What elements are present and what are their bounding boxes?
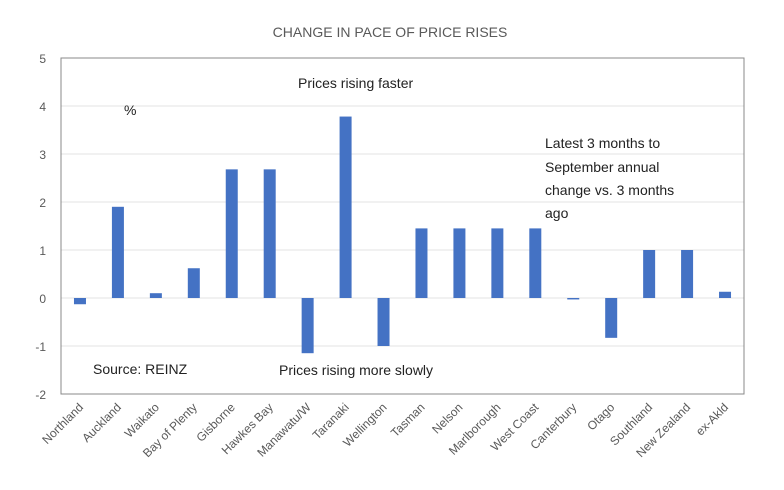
annotation-faster: Prices rising faster <box>298 75 413 91</box>
x-tick-label: Otago <box>584 400 617 433</box>
bar <box>225 169 238 298</box>
note-line: ago <box>545 205 569 221</box>
bar <box>567 298 580 300</box>
x-tick-label: ex-Akld <box>693 400 731 438</box>
bar <box>301 298 314 354</box>
bar <box>453 228 466 298</box>
bar <box>415 228 428 298</box>
bar <box>681 250 694 298</box>
bar <box>529 228 542 298</box>
annotation-slower: Prices rising more slowly <box>279 362 433 378</box>
unit-label: % <box>124 102 136 118</box>
x-tick-label: Northland <box>39 400 86 447</box>
bar <box>149 293 162 298</box>
bar <box>491 228 504 298</box>
bar <box>73 298 86 305</box>
note-line: September annual <box>545 159 659 175</box>
bar <box>377 298 390 346</box>
y-tick-label: -1 <box>35 340 46 354</box>
note-line: Latest 3 months to <box>545 135 660 151</box>
note-line: change vs. 3 months <box>545 182 674 198</box>
y-tick-label: 3 <box>39 148 46 162</box>
y-tick-label: -2 <box>35 388 46 402</box>
bar <box>111 206 124 298</box>
y-tick-label: 5 <box>39 52 46 66</box>
annotation-note: Latest 3 months to September annual chan… <box>545 135 678 221</box>
bar <box>187 268 200 298</box>
y-tick-label: 4 <box>39 100 46 114</box>
chart-title: CHANGE IN PACE OF PRICE RISES <box>273 24 508 40</box>
bar <box>263 169 276 298</box>
x-tick-label: Tasman <box>388 400 428 440</box>
bar <box>339 116 352 298</box>
source-label: Source: REINZ <box>93 361 188 377</box>
plot-border <box>60 57 745 395</box>
bar <box>605 298 618 338</box>
y-tick-label: 0 <box>39 292 46 306</box>
x-tick-label: Auckland <box>79 400 124 445</box>
y-tick-label: 2 <box>39 196 46 210</box>
bar <box>719 291 732 298</box>
y-tick-label: 1 <box>39 244 46 258</box>
x-tick-label: Nelson <box>429 400 465 436</box>
bar <box>643 250 656 298</box>
